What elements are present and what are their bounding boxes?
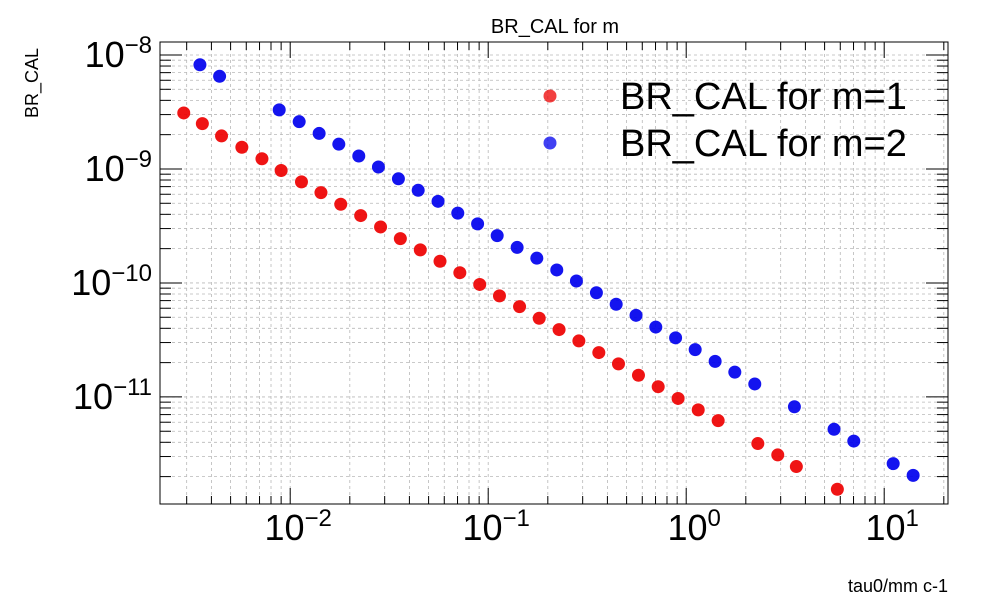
legend-marker — [543, 89, 557, 103]
series-2-point — [906, 468, 920, 482]
series-2-point — [550, 263, 564, 277]
series-1-point — [789, 460, 803, 474]
series-1-point — [552, 323, 566, 337]
x-tick-label: 10−2 — [264, 505, 331, 548]
series-1-point — [235, 140, 249, 154]
series-2-point — [411, 183, 425, 197]
series-2-point — [510, 240, 524, 254]
y-tick-labels: 10−11 10−10 10−9 10−8 — [71, 32, 152, 417]
legend: BR_CAL for m=1 BR_CAL for m=2 — [543, 76, 907, 165]
series-1-point — [592, 346, 606, 360]
series-1-point — [513, 300, 527, 314]
series-1-point — [314, 186, 328, 200]
series-1-point — [433, 254, 447, 268]
series-2-point — [569, 274, 583, 288]
series-2-point — [332, 137, 346, 151]
series-1-point — [492, 289, 506, 303]
series-1-point — [215, 129, 229, 143]
series-1-point — [413, 243, 427, 257]
y-tick-label: 10−10 — [71, 260, 152, 303]
series-2-point — [609, 297, 623, 311]
legend-label: BR_CAL for m=2 — [620, 123, 907, 165]
series-2-point — [847, 434, 861, 448]
series-1-point — [771, 448, 785, 462]
series-1-point — [374, 220, 388, 234]
series-2-point — [352, 149, 366, 163]
series-2-point — [748, 377, 762, 391]
series-2-point — [530, 251, 544, 265]
series-1-point — [255, 152, 269, 166]
series-2-point — [451, 206, 465, 220]
series-2-point — [272, 103, 286, 117]
series-1-point — [294, 175, 308, 189]
series-1-point — [830, 482, 844, 496]
series-1-point — [651, 380, 665, 394]
series-2-point — [431, 194, 445, 208]
series-2-point — [708, 354, 722, 368]
y-tick-label: 10−8 — [85, 32, 152, 75]
series-1-point — [671, 391, 685, 405]
grid-lines — [160, 42, 948, 504]
series-2-point — [827, 422, 841, 436]
chart-title: BR_CAL for m — [491, 16, 619, 38]
series-2-point — [688, 343, 702, 357]
series-2-point — [886, 457, 900, 471]
plot-frame — [159, 41, 949, 505]
series-1-point — [195, 117, 209, 131]
series-2-point — [787, 400, 801, 414]
series-2-point — [589, 286, 603, 300]
x-tick-label: 100 — [667, 505, 720, 548]
series-1-point — [572, 334, 586, 348]
series-1-point — [611, 357, 625, 371]
series-2-point — [312, 126, 326, 140]
series-1-point — [631, 368, 645, 382]
axis-ticks — [160, 42, 948, 504]
legend-marker — [543, 136, 557, 150]
series-1-point — [334, 197, 348, 211]
series-2-point — [391, 172, 405, 186]
series-1-point — [473, 277, 487, 291]
y-tick-label: 10−11 — [73, 374, 152, 417]
series-2-point — [728, 365, 742, 379]
series-2-point — [490, 229, 504, 243]
series-1-point — [691, 403, 705, 417]
series-1-point — [274, 163, 288, 177]
y-tick-label: 10−9 — [85, 146, 152, 189]
series-2-point — [193, 58, 207, 72]
series-1-point — [453, 266, 467, 280]
series-2-point — [471, 217, 485, 231]
series-1-point — [177, 106, 191, 120]
y-axis-label: BR_CAL — [22, 48, 43, 118]
data-points — [177, 58, 920, 496]
series-2-point — [629, 308, 643, 322]
series-1-point — [354, 209, 368, 223]
x-tick-labels: 10−2 10−1 100 101 — [264, 505, 918, 548]
series-1-point — [751, 437, 765, 451]
x-tick-label: 101 — [865, 505, 918, 548]
series-2-point — [669, 331, 683, 345]
series-1-point — [532, 311, 546, 325]
x-axis-label: tau0/mm c-1 — [848, 576, 948, 596]
x-tick-label: 10−1 — [462, 505, 529, 548]
series-2-point — [213, 69, 227, 83]
legend-label: BR_CAL for m=1 — [620, 76, 907, 118]
series-2-point — [649, 320, 663, 334]
series-2-point — [371, 160, 385, 174]
series-2-point — [292, 115, 306, 129]
series-1-point — [711, 414, 725, 428]
series-1-point — [393, 232, 407, 246]
